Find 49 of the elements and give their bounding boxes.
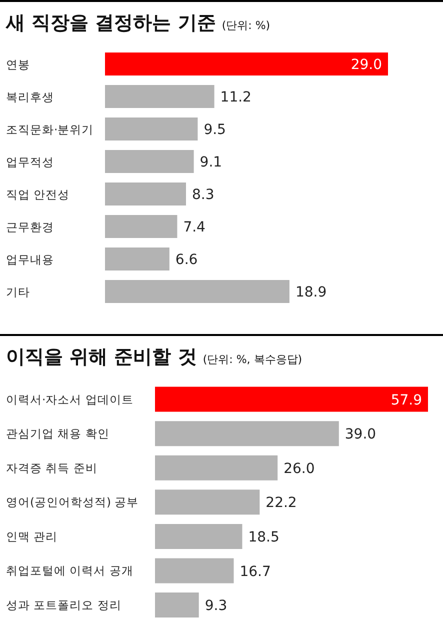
y-tick-label: 관심기업 채용 확인 <box>6 426 110 441</box>
y-tick-label: 이력서·자소서 업데이트 <box>6 392 134 406</box>
bar <box>105 118 198 141</box>
data-label: 8.3 <box>192 187 214 204</box>
y-tick-label: 성과 포트폴리오 정리 <box>6 598 122 612</box>
y-tick-label: 자격증 취득 준비 <box>6 460 98 475</box>
y-tick-label: 직업 안전성 <box>6 187 70 202</box>
chart-title: 새 직장을 결정하는 기준 <box>6 12 216 34</box>
chart-subtitle: (단위: %) <box>222 19 270 32</box>
data-label: 39.0 <box>344 426 376 443</box>
bar <box>155 421 339 446</box>
y-tick-label: 복리후생 <box>6 90 54 104</box>
y-tick-label: 기타 <box>6 284 30 299</box>
bar <box>155 386 428 412</box>
data-label: 7.4 <box>183 220 206 236</box>
y-tick-label: 영어(공인어학성적) 공부 <box>6 495 139 510</box>
data-label: 6.6 <box>175 252 198 268</box>
data-label: 29.0 <box>350 57 382 74</box>
y-tick-label: 취업포털에 이력서 공개 <box>6 564 134 578</box>
bar <box>155 592 199 618</box>
data-label: 18.5 <box>248 529 280 546</box>
bar <box>155 455 278 480</box>
bar <box>105 248 170 271</box>
chart-subtitle: (단위: %, 복수응답) <box>202 353 302 366</box>
y-tick-label: 인맥 관리 <box>6 529 58 544</box>
y-tick-label: 업무내용 <box>6 252 54 266</box>
bar <box>105 150 194 174</box>
chart-title: 이직을 위해 준비할 것 <box>6 346 197 368</box>
data-label: 26.0 <box>284 460 315 477</box>
data-label: 16.7 <box>240 564 271 580</box>
data-label: 11.2 <box>220 90 252 106</box>
bar <box>105 215 178 238</box>
y-tick-label: 업무적성 <box>6 154 54 169</box>
y-tick-label: 근무환경 <box>6 220 54 234</box>
data-label: 57.9 <box>390 392 422 408</box>
bar <box>105 280 290 304</box>
data-label: 22.2 <box>266 495 297 512</box>
data-label: 9.3 <box>204 598 228 614</box>
data-label: 9.1 <box>200 154 222 171</box>
bar <box>155 524 242 549</box>
data-label: 9.5 <box>204 122 226 138</box>
data-label: 18.9 <box>295 284 327 301</box>
y-tick-label: 연봉 <box>6 57 30 72</box>
bar <box>155 490 260 515</box>
bar <box>105 52 388 76</box>
bar <box>105 85 214 108</box>
y-tick-label: 조직문화·분위기 <box>6 122 94 136</box>
bar <box>155 558 234 584</box>
bar <box>105 182 186 206</box>
